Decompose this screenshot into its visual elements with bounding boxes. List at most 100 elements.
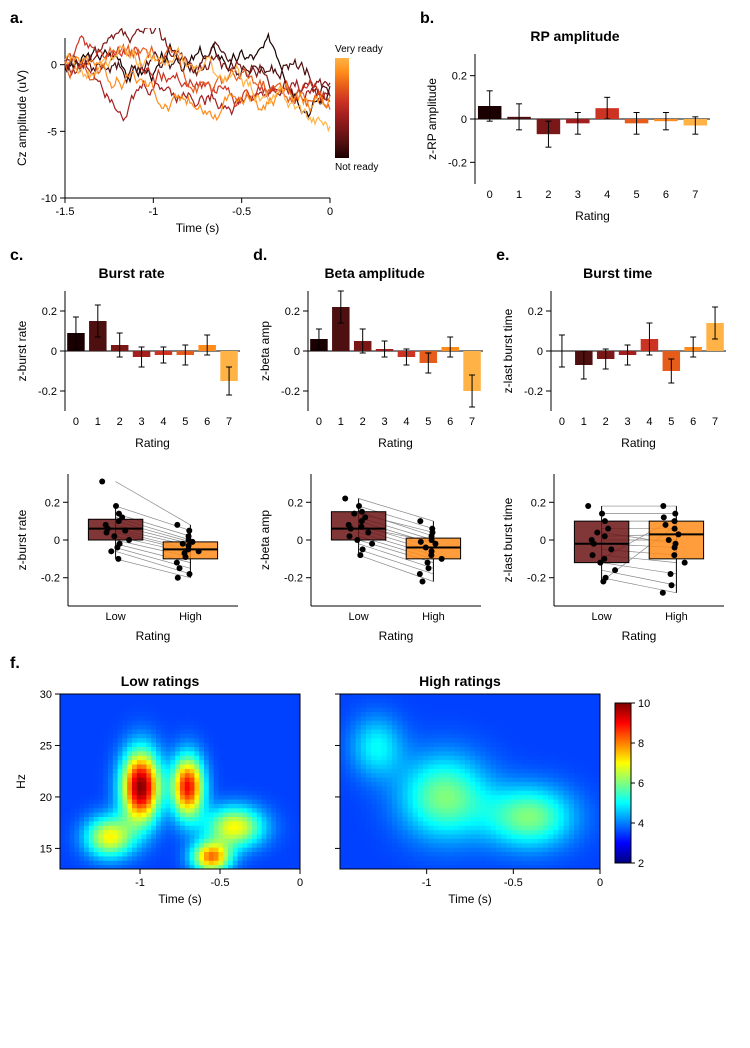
svg-text:-10: -10: [41, 193, 57, 205]
svg-text:-5: -5: [47, 126, 57, 138]
svg-text:z-burst rate: z-burst rate: [15, 509, 29, 570]
svg-text:z-burst rate: z-burst rate: [15, 320, 29, 381]
svg-text:z-last burst time: z-last burst time: [501, 308, 515, 393]
svg-text:6: 6: [663, 189, 669, 201]
panel-b-title: RP amplitude: [420, 28, 730, 44]
panel-a-label: a.: [10, 10, 390, 28]
svg-text:-1: -1: [422, 877, 432, 889]
svg-text:15: 15: [40, 843, 52, 855]
svg-text:-0.2: -0.2: [524, 386, 543, 398]
svg-text:High: High: [665, 611, 688, 623]
svg-text:-0.2: -0.2: [281, 386, 300, 398]
panel-d-bar-chart: -0.200.201234567Ratingz-beta amp: [253, 281, 493, 451]
svg-text:3: 3: [575, 189, 581, 201]
svg-text:1: 1: [581, 416, 587, 428]
svg-text:Not ready: Not ready: [335, 162, 378, 173]
svg-text:0: 0: [559, 416, 565, 428]
svg-text:0: 0: [597, 877, 603, 889]
svg-text:0.2: 0.2: [531, 497, 546, 509]
svg-text:0: 0: [537, 346, 543, 358]
svg-text:5: 5: [182, 416, 188, 428]
svg-text:0: 0: [297, 877, 303, 889]
panel-e-box-chart: -0.2 0 0.2 Low High Rating z-last burst time: [496, 464, 736, 644]
svg-text:Very ready: Very ready: [335, 44, 383, 55]
svg-text:4: 4: [638, 818, 644, 830]
svg-text:20: 20: [40, 792, 52, 804]
svg-text:30: 30: [40, 689, 52, 701]
svg-text:4: 4: [647, 416, 653, 428]
panel-b-label: b.: [420, 10, 730, 28]
svg-text:5: 5: [668, 416, 674, 428]
svg-text:0: 0: [316, 416, 322, 428]
svg-text:Rating: Rating: [135, 436, 170, 450]
svg-text:0: 0: [327, 206, 333, 218]
svg-text:0.2: 0.2: [452, 71, 467, 83]
panel-d-box-chart: -0.200.2LowHighRatingz-beta amp: [253, 464, 493, 644]
svg-text:0: 0: [54, 535, 60, 547]
svg-text:-1: -1: [135, 877, 145, 889]
panel-f-colorbar: 246810: [610, 693, 670, 883]
svg-text:Rating: Rating: [575, 209, 610, 223]
svg-text:6: 6: [638, 778, 644, 790]
svg-text:0: 0: [51, 346, 57, 358]
panel-c-box-chart: -0.200.2LowHighRatingz-burst rate: [10, 464, 250, 644]
svg-text:z-beta amp: z-beta amp: [258, 510, 272, 570]
panel-e-bar-chart: -0.200.201234567Ratingz-last burst time: [496, 281, 736, 451]
svg-text:6: 6: [204, 416, 210, 428]
svg-text:Rating: Rating: [622, 629, 657, 643]
svg-text:0: 0: [487, 189, 493, 201]
panel-f-high-title: High ratings: [310, 673, 610, 689]
svg-text:0.2: 0.2: [45, 497, 60, 509]
svg-text:0: 0: [540, 535, 546, 547]
svg-text:-1: -1: [148, 206, 158, 218]
svg-text:-0.5: -0.5: [504, 877, 523, 889]
panel-a-chart: -1.5-1-0.500-5-10Time (s)Cz amplitude (u…: [10, 28, 390, 238]
panel-f-low-title: Low ratings: [10, 673, 310, 689]
svg-text:2: 2: [545, 189, 551, 201]
svg-text:0: 0: [297, 535, 303, 547]
svg-text:0: 0: [51, 60, 57, 72]
svg-text:25: 25: [40, 740, 52, 752]
svg-text:Hz: Hz: [14, 774, 28, 789]
panel-f-low-heatmap: -1 -0.5 0 15 20 25 30 Time (s) Hz: [10, 689, 310, 909]
svg-text:Low: Low: [349, 611, 369, 623]
svg-text:-0.2: -0.2: [527, 573, 546, 585]
svg-text:1: 1: [95, 416, 101, 428]
svg-text:Time (s): Time (s): [158, 892, 202, 906]
svg-text:2: 2: [117, 416, 123, 428]
panel-f-label: f.: [10, 655, 740, 673]
svg-text:2: 2: [638, 858, 644, 870]
svg-text:2: 2: [360, 416, 366, 428]
panel-d-label: d.: [253, 247, 496, 265]
svg-text:z-last burst time: z-last burst time: [501, 497, 515, 582]
svg-text:7: 7: [226, 416, 232, 428]
svg-text:2: 2: [603, 416, 609, 428]
svg-text:-0.5: -0.5: [211, 877, 230, 889]
panel-f-high-heatmap: -1-0.50Time (s): [310, 689, 610, 909]
svg-text:0: 0: [461, 114, 467, 126]
svg-text:3: 3: [139, 416, 145, 428]
svg-text:0.2: 0.2: [285, 306, 300, 318]
svg-text:7: 7: [469, 416, 475, 428]
svg-text:5: 5: [634, 189, 640, 201]
svg-text:-0.2: -0.2: [284, 573, 303, 585]
svg-text:Low: Low: [592, 611, 612, 623]
svg-text:-0.2: -0.2: [448, 157, 467, 169]
panel-c-bar-chart: -0.200.201234567Ratingz-burst rate: [10, 281, 250, 451]
svg-text:-0.5: -0.5: [232, 206, 251, 218]
panel-b-chart: -0.200.201234567Ratingz-RP amplitude: [420, 44, 720, 224]
svg-text:0.2: 0.2: [528, 306, 543, 318]
svg-text:High: High: [179, 611, 202, 623]
svg-text:3: 3: [382, 416, 388, 428]
svg-text:7: 7: [712, 416, 718, 428]
svg-text:0: 0: [73, 416, 79, 428]
svg-text:z-RP amplitude: z-RP amplitude: [425, 78, 439, 160]
panel-d-title: Beta amplitude: [253, 265, 496, 281]
svg-text:4: 4: [160, 416, 166, 428]
panel-e-label: e.: [496, 247, 739, 265]
svg-text:High: High: [422, 611, 445, 623]
svg-text:-0.2: -0.2: [38, 386, 57, 398]
svg-text:Rating: Rating: [379, 629, 414, 643]
svg-text:-0.2: -0.2: [41, 573, 60, 585]
svg-text:Rating: Rating: [378, 436, 413, 450]
